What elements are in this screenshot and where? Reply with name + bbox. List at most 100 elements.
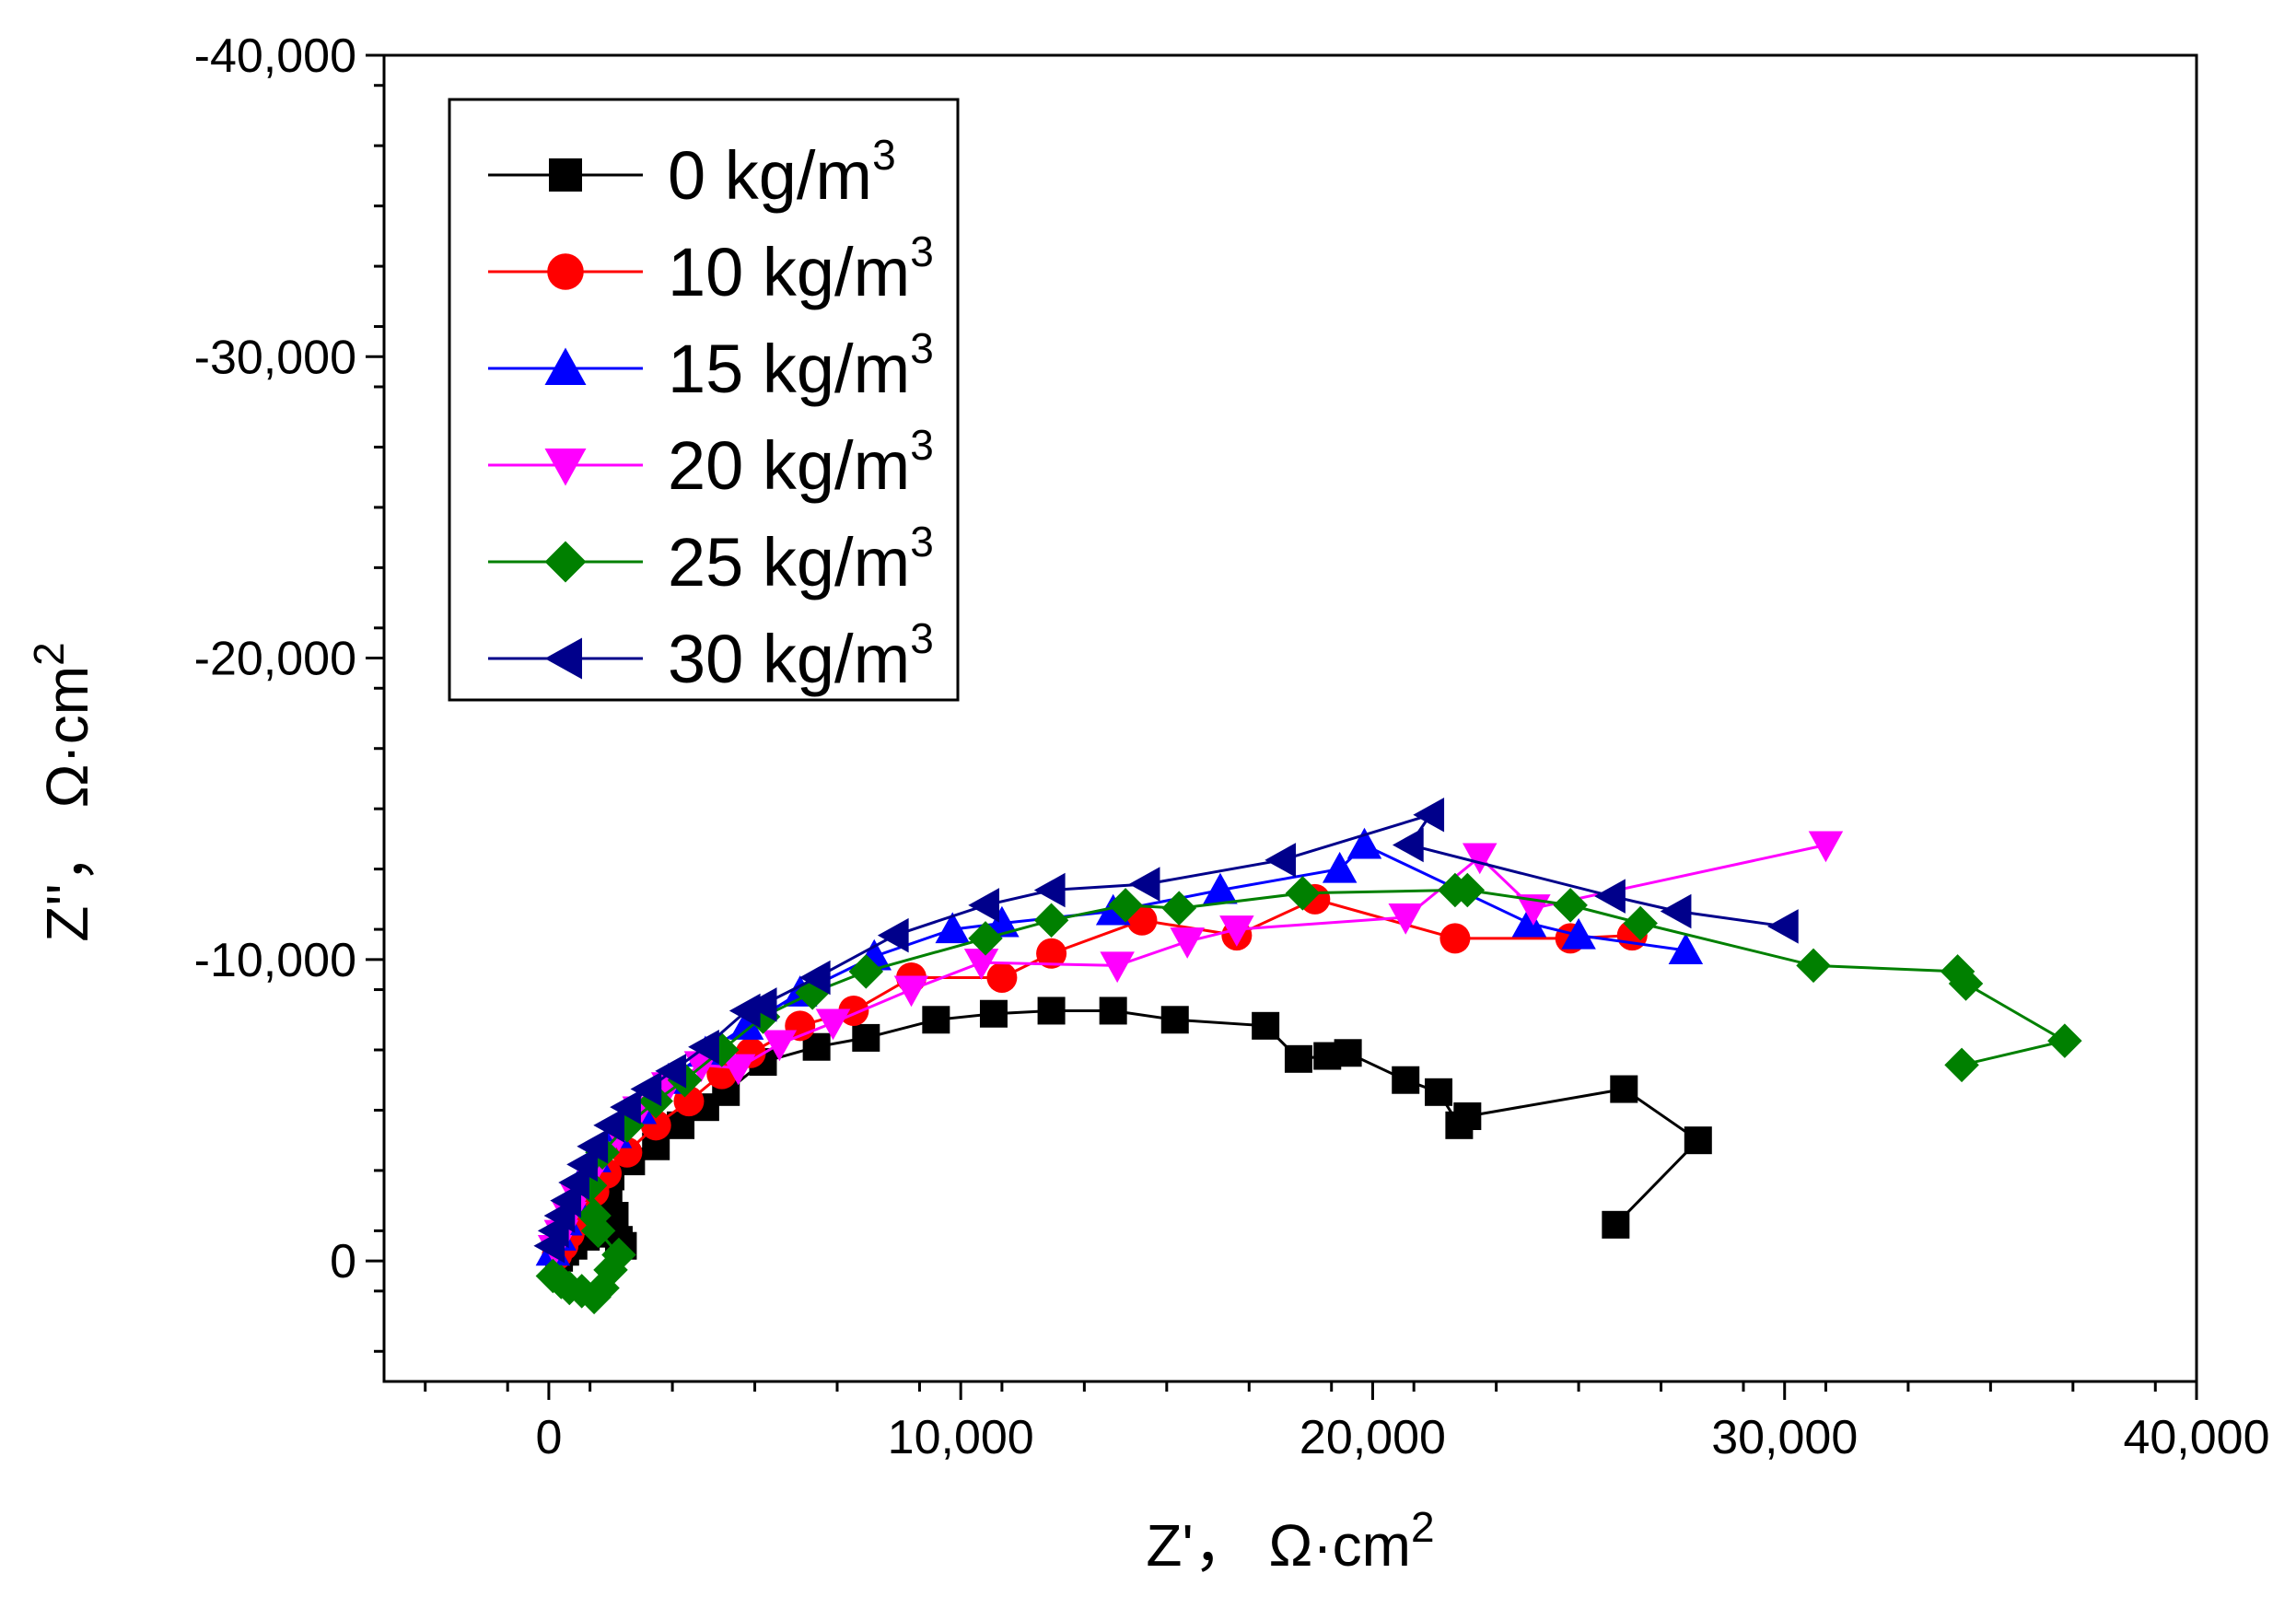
data-point xyxy=(1462,843,1498,875)
data-point xyxy=(610,1090,641,1125)
data-point xyxy=(1392,1066,1420,1094)
data-point xyxy=(549,158,582,192)
legend-label-text: 15 kg/m xyxy=(668,331,910,407)
y-tick-label: -20,000 xyxy=(194,633,356,686)
data-point xyxy=(798,960,831,996)
data-point xyxy=(544,347,587,385)
data-point xyxy=(544,637,582,680)
data-point xyxy=(1623,905,1658,941)
data-point xyxy=(728,1008,764,1040)
data-point xyxy=(852,1023,880,1052)
data-point xyxy=(1334,1039,1362,1067)
data-point xyxy=(1322,851,1358,883)
x-axis-title-text: Z'， Ω·cm xyxy=(1146,1512,1411,1579)
y-axis-title-sup: 2 xyxy=(25,642,73,666)
data-point xyxy=(1439,923,1471,954)
legend-label-text: 30 kg/m xyxy=(668,621,910,697)
legend-label: 20 kg/m3 xyxy=(668,421,934,504)
data-point xyxy=(1553,888,1588,923)
plot-series xyxy=(533,797,2082,1315)
y-tick-label: -30,000 xyxy=(194,331,356,384)
legend-label: 0 kg/m3 xyxy=(668,131,896,214)
data-point xyxy=(655,1054,687,1089)
legend-item: 10 kg/m3 xyxy=(488,227,934,310)
data-point xyxy=(1766,909,1799,944)
data-point xyxy=(922,1006,950,1034)
data-point xyxy=(577,1198,612,1233)
data-point xyxy=(601,1237,636,1273)
x-tick-label: 0 xyxy=(535,1411,562,1464)
legend-label-sup: 3 xyxy=(872,131,896,179)
data-point xyxy=(544,541,587,583)
data-point xyxy=(1161,891,1196,926)
data-point xyxy=(577,1128,609,1164)
data-point xyxy=(1100,951,1135,984)
data-point xyxy=(1610,1075,1638,1103)
data-point xyxy=(1594,879,1626,914)
data-point xyxy=(558,1165,589,1200)
legend-label: 15 kg/m3 xyxy=(668,324,934,407)
data-point xyxy=(1033,903,1069,938)
data-point xyxy=(1944,1047,1979,1083)
data-point xyxy=(745,987,777,1022)
data-point xyxy=(688,1029,719,1065)
legend-item: 0 kg/m3 xyxy=(488,131,896,214)
legend-label-sup: 3 xyxy=(910,518,934,565)
data-point xyxy=(1392,827,1424,863)
data-point xyxy=(815,1008,851,1041)
data-point xyxy=(1796,948,1831,984)
data-point xyxy=(1453,1102,1482,1130)
data-point xyxy=(1660,893,1692,929)
legend-label: 10 kg/m3 xyxy=(668,227,934,310)
data-point xyxy=(630,1071,662,1107)
data-point xyxy=(1602,1210,1630,1239)
legend-item: 20 kg/m3 xyxy=(488,421,934,504)
y-tick-label: -10,000 xyxy=(194,934,356,987)
plot-frame xyxy=(382,53,2198,1383)
x-tick-label: 10,000 xyxy=(888,1411,1034,1464)
data-point xyxy=(979,999,1008,1028)
legend-label-sup: 3 xyxy=(910,614,934,662)
x-tick-label: 30,000 xyxy=(1711,1411,1858,1464)
data-point xyxy=(1668,933,1704,964)
data-point xyxy=(848,954,884,989)
axes: 0 10,000 20,000 30,000 40,000 0 -10,000 -20,000… xyxy=(194,29,2270,1464)
data-point xyxy=(1808,831,1844,863)
data-point xyxy=(1108,888,1143,923)
data-point xyxy=(1388,903,1423,935)
x-tick-label: 20,000 xyxy=(1300,1411,1446,1464)
x-tick-label: 40,000 xyxy=(2123,1411,2269,1464)
legend-label-text: 10 kg/m xyxy=(668,234,910,310)
legend-label-sup: 3 xyxy=(910,324,934,372)
data-point xyxy=(1684,1126,1712,1155)
data-point xyxy=(762,1030,798,1062)
data-point xyxy=(1036,938,1067,969)
data-point xyxy=(720,1054,756,1086)
data-point xyxy=(566,1147,598,1183)
data-point xyxy=(1425,1078,1453,1106)
data-point xyxy=(1099,996,1127,1025)
legend-item: 15 kg/m3 xyxy=(488,324,934,407)
data-point xyxy=(893,975,929,1008)
data-point xyxy=(1511,905,1547,938)
data-point xyxy=(1033,872,1066,908)
data-point xyxy=(593,1108,624,1143)
y-axis-title-text: Z''， Ω·cm xyxy=(34,666,100,942)
data-point xyxy=(1252,1011,1280,1040)
legend-label-text: 25 kg/m xyxy=(668,524,910,600)
data-point xyxy=(877,917,909,953)
data-point xyxy=(1170,927,1205,959)
data-point xyxy=(547,253,584,290)
y-axis-title: Z''， Ω·cm2 xyxy=(25,642,100,941)
data-point xyxy=(1285,876,1321,911)
data-point xyxy=(1450,872,1486,908)
data-point xyxy=(1203,872,1238,904)
legend-label-sup: 3 xyxy=(910,421,934,469)
data-point xyxy=(1265,843,1297,878)
data-point xyxy=(1561,917,1596,950)
legend-label-text: 20 kg/m xyxy=(668,427,910,504)
legend-box xyxy=(448,98,960,702)
data-point xyxy=(544,449,587,486)
